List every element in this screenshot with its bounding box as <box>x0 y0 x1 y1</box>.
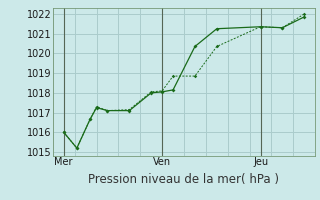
X-axis label: Pression niveau de la mer( hPa ): Pression niveau de la mer( hPa ) <box>89 173 279 186</box>
